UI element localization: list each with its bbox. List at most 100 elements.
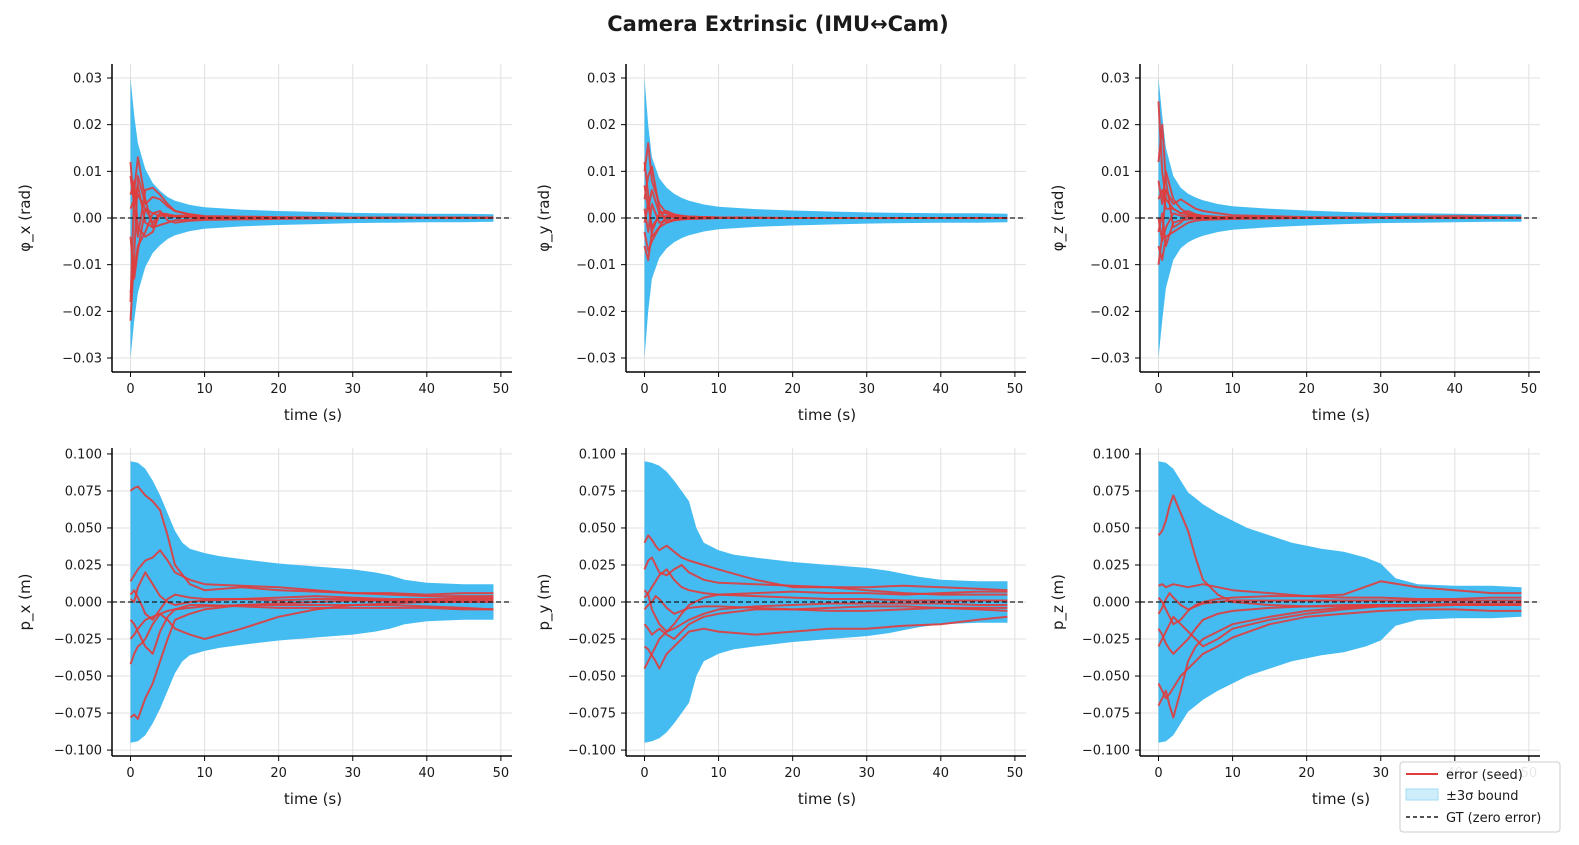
subplot-p-x: 0 10 20 30 40 50 −0.100 −0.075 −0.050 −0.025 0.000… bbox=[16, 447, 512, 808]
y-tick-label: 0.025 bbox=[1093, 558, 1130, 573]
x-tick-label: 0 bbox=[126, 382, 134, 397]
x-tick-label: 40 bbox=[933, 382, 950, 397]
legend: error (seed) ±3σ bound GT (zero error) bbox=[1399, 761, 1561, 833]
y-axis-label: p_y (m) bbox=[535, 574, 554, 631]
y-tick-label: −0.02 bbox=[1090, 305, 1130, 320]
error-seed-line bbox=[1157, 608, 1522, 700]
y-tick-label: −0.075 bbox=[54, 707, 102, 722]
error-seed-line bbox=[1157, 101, 1522, 219]
x-tick-label: 30 bbox=[858, 382, 875, 397]
x-tick-label: 0 bbox=[640, 766, 648, 781]
x-axis-label: time (s) bbox=[284, 406, 342, 424]
y-tick-label: 0.000 bbox=[65, 596, 102, 611]
y-tick-label: 0.02 bbox=[587, 118, 616, 133]
x-tick-label: 40 bbox=[1447, 382, 1464, 397]
y-tick-label: 0.03 bbox=[1101, 72, 1130, 87]
y-tick-label: 0.100 bbox=[579, 447, 616, 462]
error-seed-line bbox=[643, 606, 1008, 640]
subplot-phi-x: 0 10 20 30 40 50 −0.03 −0.02 −0.01 0.00 0.01 0.02 0.… bbox=[16, 64, 512, 424]
x-tick-label: 20 bbox=[1298, 766, 1315, 781]
y-tick-label: −0.050 bbox=[54, 670, 102, 685]
legend-box bbox=[1399, 761, 1561, 833]
y-tick-label: −0.03 bbox=[1090, 352, 1130, 367]
subplot-p-z: 01020304050−0.100−0.075−0.050−0.0250.000… bbox=[1049, 447, 1540, 808]
x-tick-label: 30 bbox=[344, 766, 361, 781]
y-tick-label: −0.025 bbox=[54, 633, 102, 648]
y-tick-label: −0.03 bbox=[576, 352, 616, 367]
y-tick-label: −0.01 bbox=[576, 258, 616, 273]
x-tick-label: 0 bbox=[640, 382, 648, 397]
y-axis-label: φ_z (rad) bbox=[1049, 185, 1068, 252]
y-tick-label: −0.050 bbox=[1082, 670, 1130, 685]
x-tick-label: 30 bbox=[1372, 382, 1389, 397]
x-tick-label: 50 bbox=[493, 766, 510, 781]
x-tick-label: 10 bbox=[1224, 382, 1241, 397]
error-seed-line bbox=[129, 571, 494, 606]
y-tick-label: 0.000 bbox=[1093, 596, 1130, 611]
y-tick-label: 0.00 bbox=[587, 212, 616, 227]
error-seed-line bbox=[129, 175, 494, 321]
error-seed-line bbox=[129, 589, 494, 621]
x-tick-label: 10 bbox=[196, 382, 213, 397]
x-tick-label: 30 bbox=[344, 382, 361, 397]
x-tick-label: 50 bbox=[1007, 382, 1024, 397]
x-tick-label: 50 bbox=[1007, 766, 1024, 781]
error-seed-line bbox=[129, 549, 494, 598]
y-tick-label: −0.050 bbox=[568, 670, 616, 685]
subplot-phi-z: 0 10 20 30 40 50 −0.03 −0.02 −0.01 0.00 0.01 0.02 0.… bbox=[1049, 64, 1540, 424]
y-tick-label: 0.050 bbox=[65, 521, 102, 536]
error-seed-line bbox=[1157, 592, 1522, 615]
x-tick-label: 50 bbox=[493, 382, 510, 397]
x-tick-label: 0 bbox=[126, 766, 134, 781]
y-tick-label: −0.02 bbox=[576, 305, 616, 320]
legend-bound-swatch bbox=[1405, 788, 1439, 801]
y-tick-label: −0.100 bbox=[54, 744, 102, 759]
y-tick-label: −0.02 bbox=[62, 305, 102, 320]
y-tick-label: −0.100 bbox=[1082, 744, 1130, 759]
x-tick-label: 30 bbox=[858, 766, 875, 781]
y-tick-label: 0.000 bbox=[579, 596, 616, 611]
x-axis-label: time (s) bbox=[798, 406, 856, 424]
x-tick-label: 20 bbox=[1298, 382, 1315, 397]
x-tick-label: 0 bbox=[1154, 766, 1162, 781]
y-tick-label: 0.025 bbox=[65, 558, 102, 573]
error-seed-line bbox=[1157, 604, 1522, 719]
error-seed-line bbox=[643, 556, 1008, 596]
y-tick-label: −0.025 bbox=[1082, 633, 1130, 648]
error-seed-line bbox=[643, 534, 1008, 592]
y-axis-label: p_x (m) bbox=[16, 574, 35, 631]
y-tick-label: 0.00 bbox=[73, 212, 102, 227]
y-tick-label: −0.025 bbox=[568, 633, 616, 648]
x-tick-label: 40 bbox=[933, 766, 950, 781]
y-tick-label: 0.100 bbox=[65, 447, 102, 462]
error-seed-line bbox=[1158, 580, 1522, 598]
y-tick-label: 0.00 bbox=[1101, 212, 1130, 227]
y-tick-label: 0.075 bbox=[1093, 484, 1130, 499]
legend-gt-label: GT (zero error) bbox=[1446, 811, 1541, 826]
y-tick-label: 0.050 bbox=[1093, 521, 1130, 536]
y-tick-label: 0.025 bbox=[579, 558, 616, 573]
x-axis-label: time (s) bbox=[284, 790, 342, 808]
figure-title: Camera Extrinsic (IMU↔Cam) bbox=[607, 12, 948, 36]
x-tick-label: 0 bbox=[1154, 382, 1162, 397]
x-tick-label: 10 bbox=[1224, 766, 1241, 781]
error-seed-line bbox=[129, 604, 494, 640]
y-axis-label: p_z (m) bbox=[1049, 574, 1068, 630]
error-seed-line bbox=[643, 602, 1008, 670]
error-seed-line bbox=[1157, 595, 1522, 626]
y-tick-label: 0.075 bbox=[579, 484, 616, 499]
x-axis-label: time (s) bbox=[1312, 406, 1370, 424]
x-tick-label: 20 bbox=[784, 382, 801, 397]
x-tick-label: 50 bbox=[1521, 382, 1538, 397]
x-tick-label: 30 bbox=[1372, 766, 1389, 781]
y-tick-label: 0.03 bbox=[587, 72, 616, 87]
y-tick-label: −0.01 bbox=[1090, 258, 1130, 273]
legend-bound-label: ±3σ bound bbox=[1446, 789, 1518, 804]
x-tick-label: 10 bbox=[196, 766, 213, 781]
x-tick-label: 40 bbox=[419, 382, 436, 397]
y-tick-label: −0.075 bbox=[1082, 707, 1130, 722]
y-tick-label: −0.03 bbox=[62, 352, 102, 367]
y-axis-label: φ_x (rad) bbox=[16, 184, 35, 252]
legend-error-label: error (seed) bbox=[1446, 768, 1523, 783]
